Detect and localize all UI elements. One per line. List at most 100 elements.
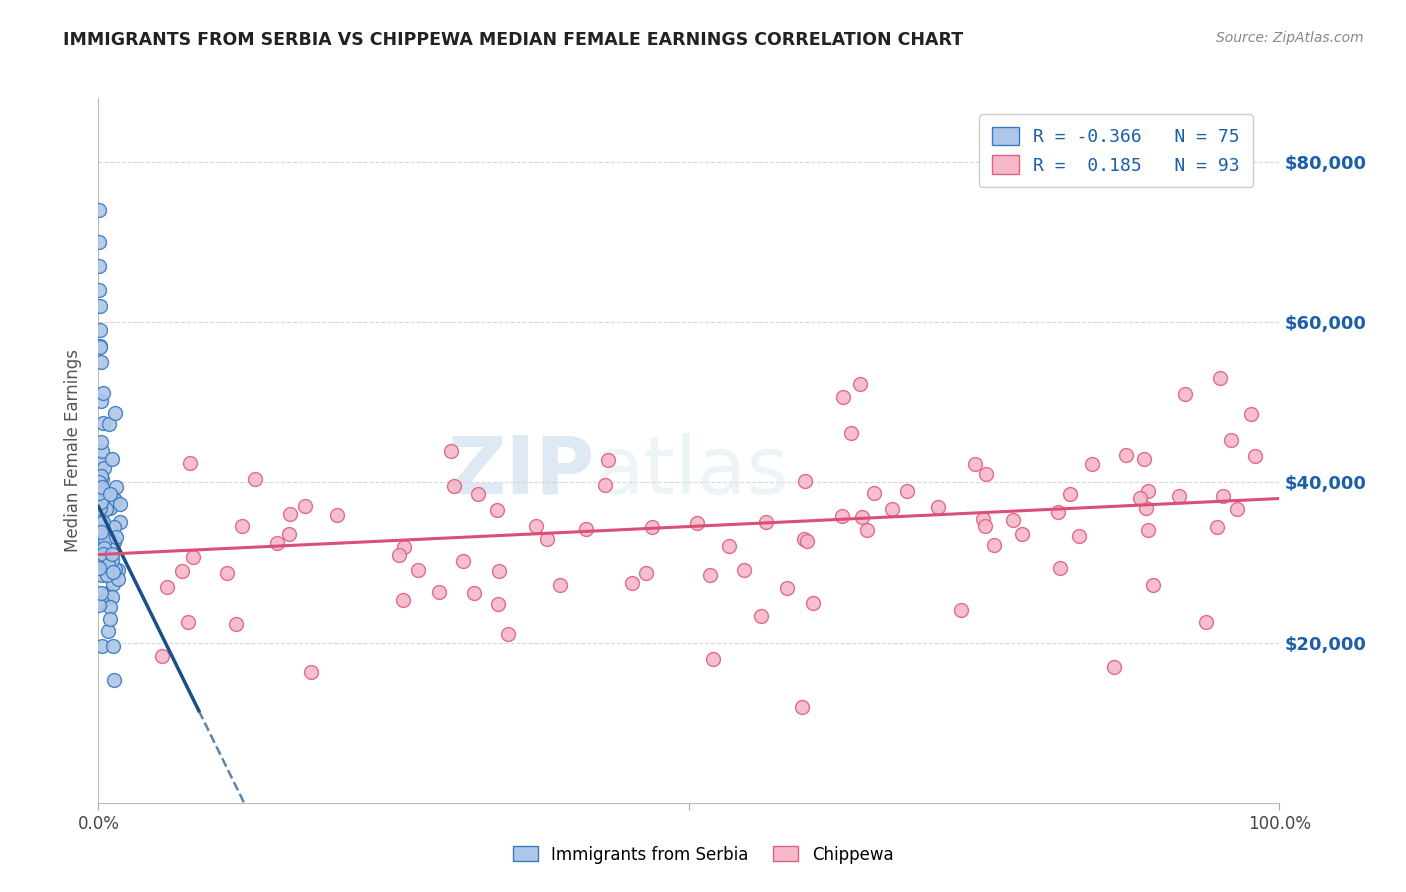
Point bbox=[1135, 500, 1157, 515]
Point bbox=[90, 639, 112, 653]
Point bbox=[98, 612, 121, 626]
Point bbox=[548, 577, 571, 591]
Point bbox=[882, 502, 904, 516]
Point bbox=[97, 624, 120, 638]
Point bbox=[974, 518, 997, 533]
Point bbox=[849, 377, 872, 392]
Point bbox=[636, 566, 658, 580]
Point bbox=[793, 474, 815, 488]
Point bbox=[101, 590, 124, 604]
Point bbox=[1081, 458, 1104, 472]
Point bbox=[280, 507, 302, 521]
Point bbox=[217, 566, 239, 580]
Point bbox=[89, 475, 111, 490]
Point bbox=[91, 416, 114, 430]
Point bbox=[453, 554, 475, 568]
Point bbox=[91, 547, 114, 561]
Point bbox=[89, 561, 111, 575]
Point bbox=[790, 699, 813, 714]
Point bbox=[863, 486, 886, 500]
Point bbox=[101, 488, 124, 502]
Point bbox=[91, 567, 114, 582]
Point bbox=[718, 539, 741, 553]
Point bbox=[89, 486, 111, 500]
Point bbox=[89, 299, 111, 313]
Point bbox=[156, 580, 179, 594]
Point bbox=[104, 562, 127, 576]
Point bbox=[93, 541, 115, 556]
Point bbox=[89, 323, 111, 337]
Point bbox=[1205, 520, 1227, 534]
Point bbox=[1226, 502, 1249, 516]
Point bbox=[108, 497, 131, 511]
Point bbox=[89, 235, 111, 250]
Point bbox=[93, 525, 115, 540]
Text: ZIP: ZIP bbox=[447, 433, 595, 510]
Point bbox=[326, 508, 349, 522]
Point bbox=[98, 501, 121, 516]
Point bbox=[89, 283, 111, 297]
Point bbox=[749, 609, 772, 624]
Point bbox=[1195, 615, 1218, 630]
Point bbox=[108, 516, 131, 530]
Point bbox=[686, 516, 709, 530]
Point bbox=[94, 555, 117, 569]
Point bbox=[793, 533, 815, 547]
Point bbox=[839, 425, 862, 440]
Point bbox=[699, 567, 721, 582]
Point bbox=[266, 536, 288, 550]
Point bbox=[87, 534, 110, 549]
Point bbox=[488, 564, 510, 578]
Point bbox=[1209, 371, 1232, 385]
Point bbox=[90, 595, 112, 609]
Point bbox=[1049, 561, 1071, 575]
Point bbox=[1220, 433, 1243, 447]
Point bbox=[89, 482, 111, 496]
Point bbox=[91, 444, 114, 458]
Point bbox=[443, 479, 465, 493]
Point bbox=[231, 519, 253, 533]
Point bbox=[1168, 489, 1191, 503]
Point bbox=[103, 535, 125, 549]
Point bbox=[101, 451, 124, 466]
Point bbox=[176, 615, 198, 630]
Point bbox=[172, 564, 194, 578]
Point bbox=[832, 390, 855, 404]
Point bbox=[485, 503, 508, 517]
Point bbox=[98, 486, 121, 500]
Point bbox=[733, 564, 755, 578]
Point bbox=[856, 524, 879, 538]
Point bbox=[831, 509, 853, 524]
Point bbox=[101, 639, 124, 653]
Point bbox=[1069, 529, 1091, 543]
Legend: Immigrants from Serbia, Chippewa: Immigrants from Serbia, Chippewa bbox=[506, 839, 900, 871]
Point bbox=[96, 567, 118, 582]
Point bbox=[776, 581, 799, 595]
Point bbox=[103, 520, 125, 534]
Point bbox=[851, 509, 873, 524]
Point bbox=[105, 480, 128, 494]
Point bbox=[406, 563, 429, 577]
Point bbox=[896, 484, 918, 499]
Point bbox=[1136, 484, 1159, 499]
Point bbox=[536, 532, 558, 546]
Point bbox=[755, 516, 778, 530]
Point bbox=[90, 495, 112, 509]
Point bbox=[90, 586, 112, 600]
Point bbox=[1011, 527, 1033, 541]
Point bbox=[524, 518, 547, 533]
Point bbox=[277, 526, 299, 541]
Point bbox=[93, 533, 115, 547]
Point bbox=[1129, 491, 1152, 505]
Point bbox=[89, 339, 111, 353]
Point bbox=[179, 456, 201, 470]
Point bbox=[1046, 505, 1069, 519]
Point bbox=[97, 417, 120, 432]
Point bbox=[983, 538, 1005, 552]
Point bbox=[91, 480, 114, 494]
Point bbox=[93, 386, 115, 401]
Point bbox=[702, 651, 724, 665]
Point bbox=[620, 575, 643, 590]
Point bbox=[1142, 578, 1164, 592]
Point bbox=[972, 512, 994, 526]
